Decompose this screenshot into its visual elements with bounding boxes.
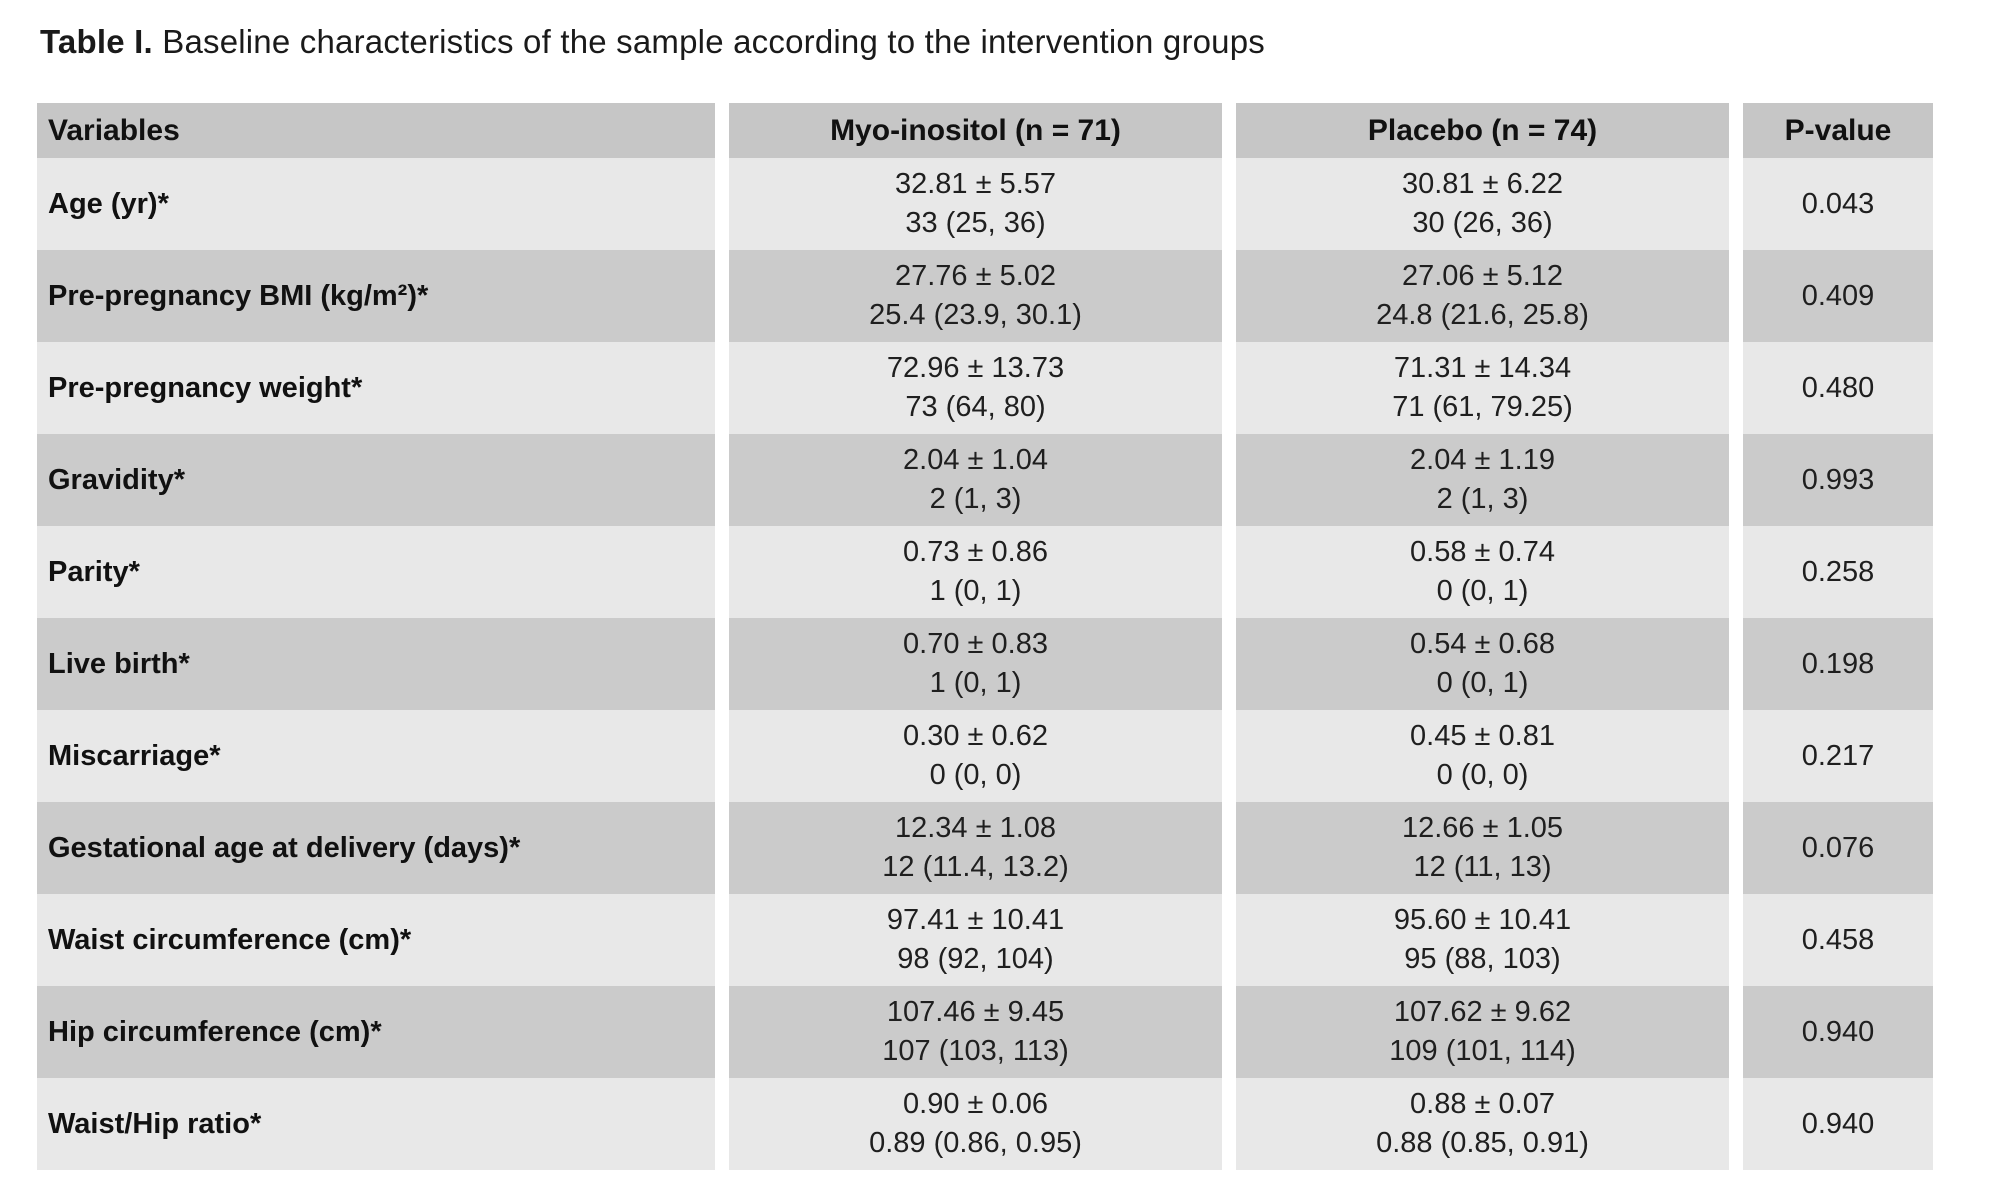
variable-label: Pre-pregnancy weight* bbox=[37, 342, 715, 434]
placebo-mean-sd-value: 30.81 ± 6.22 bbox=[1401, 168, 1564, 200]
myo-median-iqr-value: 1 (0, 1) bbox=[929, 667, 1022, 699]
placebo-cell: 0.54 ± 0.68 0 (0, 1) bbox=[1236, 618, 1729, 710]
myo-inositol-cell: 12.34 ± 1.08 12 (11.4, 13.2) bbox=[729, 802, 1222, 894]
myo-median-iqr-value: 107 (103, 113) bbox=[882, 1035, 1069, 1067]
myo-median-iqr-value: 25.4 (23.9, 30.1) bbox=[869, 299, 1082, 331]
placebo-mean-sd-value: 0.88 ± 0.07 bbox=[1410, 1088, 1555, 1120]
table-caption-number: Table I. bbox=[40, 23, 153, 60]
variable-label: Waist circumference (cm)* bbox=[37, 894, 715, 986]
placebo-median-iqr-value: 0.88 (0.85, 0.91) bbox=[1376, 1127, 1589, 1159]
placebo-cell: 0.88 ± 0.07 0.88 (0.85, 0.91) bbox=[1236, 1078, 1729, 1170]
placebo-median-iqr-value: 109 (101, 114) bbox=[1389, 1035, 1576, 1067]
placebo-cell: 0.45 ± 0.81 0 (0, 0) bbox=[1236, 710, 1729, 802]
placebo-median-iqr-value: 2 (1, 3) bbox=[1436, 483, 1529, 515]
placebo-mean-sd-value: 95.60 ± 10.41 bbox=[1393, 904, 1572, 936]
myo-inositol-cell: 107.46 ± 9.45 107 (103, 113) bbox=[729, 986, 1222, 1078]
placebo-median-iqr-value: 12 (11, 13) bbox=[1413, 851, 1552, 883]
table-caption-text: Baseline characteristics of the sample a… bbox=[152, 23, 1265, 60]
myo-median-iqr-value: 2 (1, 3) bbox=[929, 483, 1022, 515]
placebo-mean-sd-value: 0.58 ± 0.74 bbox=[1410, 536, 1555, 568]
myo-median-iqr-value: 73 (64, 80) bbox=[905, 391, 1046, 423]
variable-label: Age (yr)* bbox=[37, 158, 715, 250]
variable-label: Waist/Hip ratio* bbox=[37, 1078, 715, 1170]
myo-inositol-cell: 0.70 ± 0.83 1 (0, 1) bbox=[729, 618, 1222, 710]
myo-inositol-cell: 97.41 ± 10.41 98 (92, 104) bbox=[729, 894, 1222, 986]
p-value-cell: 0.076 bbox=[1743, 802, 1933, 894]
placebo-median-iqr-value: 0 (0, 1) bbox=[1436, 575, 1529, 607]
myo-median-iqr-value: 12 (11.4, 13.2) bbox=[882, 851, 1069, 883]
myo-mean-sd-value: 0.70 ± 0.83 bbox=[903, 628, 1048, 660]
variable-label: Parity* bbox=[37, 526, 715, 618]
variable-label: Miscarriage* bbox=[37, 710, 715, 802]
myo-inositol-cell: 0.73 ± 0.86 1 (0, 1) bbox=[729, 526, 1222, 618]
myo-inositol-cell: 32.81 ± 5.57 33 (25, 36) bbox=[729, 158, 1222, 250]
column-header-p-value: P-value bbox=[1743, 103, 1933, 158]
myo-mean-sd-value: 0.73 ± 0.86 bbox=[903, 536, 1048, 568]
variable-label: Live birth* bbox=[37, 618, 715, 710]
placebo-cell: 27.06 ± 5.12 24.8 (21.6, 25.8) bbox=[1236, 250, 1729, 342]
p-value-cell: 0.993 bbox=[1743, 434, 1933, 526]
column-header-myo-inositol: Myo-inositol (n = 71) bbox=[729, 103, 1222, 158]
variable-label: Gestational age at delivery (days)* bbox=[37, 802, 715, 894]
variable-label: Gravidity* bbox=[37, 434, 715, 526]
myo-median-iqr-value: 0.89 (0.86, 0.95) bbox=[869, 1127, 1082, 1159]
placebo-median-iqr-value: 71 (61, 79.25) bbox=[1392, 391, 1573, 423]
placebo-cell: 71.31 ± 14.34 71 (61, 79.25) bbox=[1236, 342, 1729, 434]
column-header-placebo: Placebo (n = 74) bbox=[1236, 103, 1729, 158]
myo-mean-sd-value: 72.96 ± 13.73 bbox=[886, 352, 1065, 384]
myo-median-iqr-value: 33 (25, 36) bbox=[905, 207, 1046, 239]
p-value-cell: 0.458 bbox=[1743, 894, 1933, 986]
placebo-cell: 0.58 ± 0.74 0 (0, 1) bbox=[1236, 526, 1729, 618]
placebo-median-iqr-value: 0 (0, 0) bbox=[1436, 759, 1529, 791]
myo-mean-sd-value: 0.90 ± 0.06 bbox=[903, 1088, 1048, 1120]
myo-mean-sd-value: 0.30 ± 0.62 bbox=[903, 720, 1048, 752]
myo-median-iqr-value: 1 (0, 1) bbox=[929, 575, 1022, 607]
placebo-median-iqr-value: 30 (26, 36) bbox=[1412, 207, 1553, 239]
placebo-cell: 107.62 ± 9.62 109 (101, 114) bbox=[1236, 986, 1729, 1078]
p-value-cell: 0.217 bbox=[1743, 710, 1933, 802]
placebo-mean-sd-value: 27.06 ± 5.12 bbox=[1401, 260, 1564, 292]
myo-inositol-cell: 72.96 ± 13.73 73 (64, 80) bbox=[729, 342, 1222, 434]
myo-inositol-cell: 27.76 ± 5.02 25.4 (23.9, 30.1) bbox=[729, 250, 1222, 342]
myo-inositol-cell: 0.90 ± 0.06 0.89 (0.86, 0.95) bbox=[729, 1078, 1222, 1170]
myo-mean-sd-value: 97.41 ± 10.41 bbox=[886, 904, 1065, 936]
placebo-mean-sd-value: 2.04 ± 1.19 bbox=[1410, 444, 1555, 476]
placebo-mean-sd-value: 107.62 ± 9.62 bbox=[1393, 996, 1572, 1028]
placebo-mean-sd-value: 12.66 ± 1.05 bbox=[1401, 812, 1564, 844]
myo-median-iqr-value: 98 (92, 104) bbox=[897, 943, 1054, 975]
p-value-cell: 0.480 bbox=[1743, 342, 1933, 434]
variable-label: Hip circumference (cm)* bbox=[37, 986, 715, 1078]
p-value-cell: 0.043 bbox=[1743, 158, 1933, 250]
baseline-characteristics-table: Variables Myo-inositol (n = 71) Placebo … bbox=[37, 103, 1933, 1170]
table-caption: Table I. Baseline characteristics of the… bbox=[40, 22, 1265, 62]
placebo-cell: 30.81 ± 6.22 30 (26, 36) bbox=[1236, 158, 1729, 250]
myo-mean-sd-value: 2.04 ± 1.04 bbox=[903, 444, 1048, 476]
myo-mean-sd-value: 12.34 ± 1.08 bbox=[894, 812, 1057, 844]
variable-label: Pre-pregnancy BMI (kg/m²)* bbox=[37, 250, 715, 342]
p-value-cell: 0.198 bbox=[1743, 618, 1933, 710]
placebo-mean-sd-value: 71.31 ± 14.34 bbox=[1393, 352, 1572, 384]
placebo-median-iqr-value: 95 (88, 103) bbox=[1404, 943, 1561, 975]
placebo-median-iqr-value: 0 (0, 1) bbox=[1436, 667, 1529, 699]
p-value-cell: 0.258 bbox=[1743, 526, 1933, 618]
placebo-mean-sd-value: 0.54 ± 0.68 bbox=[1410, 628, 1555, 660]
column-header-variables: Variables bbox=[37, 103, 715, 158]
placebo-cell: 2.04 ± 1.19 2 (1, 3) bbox=[1236, 434, 1729, 526]
p-value-cell: 0.940 bbox=[1743, 986, 1933, 1078]
myo-mean-sd-value: 27.76 ± 5.02 bbox=[894, 260, 1057, 292]
myo-mean-sd-value: 107.46 ± 9.45 bbox=[886, 996, 1065, 1028]
myo-mean-sd-value: 32.81 ± 5.57 bbox=[894, 168, 1057, 200]
placebo-cell: 12.66 ± 1.05 12 (11, 13) bbox=[1236, 802, 1729, 894]
p-value-cell: 0.409 bbox=[1743, 250, 1933, 342]
myo-median-iqr-value: 0 (0, 0) bbox=[929, 759, 1022, 791]
placebo-cell: 95.60 ± 10.41 95 (88, 103) bbox=[1236, 894, 1729, 986]
placebo-median-iqr-value: 24.8 (21.6, 25.8) bbox=[1376, 299, 1589, 331]
myo-inositol-cell: 2.04 ± 1.04 2 (1, 3) bbox=[729, 434, 1222, 526]
placebo-mean-sd-value: 0.45 ± 0.81 bbox=[1410, 720, 1555, 752]
p-value-cell: 0.940 bbox=[1743, 1078, 1933, 1170]
myo-inositol-cell: 0.30 ± 0.62 0 (0, 0) bbox=[729, 710, 1222, 802]
